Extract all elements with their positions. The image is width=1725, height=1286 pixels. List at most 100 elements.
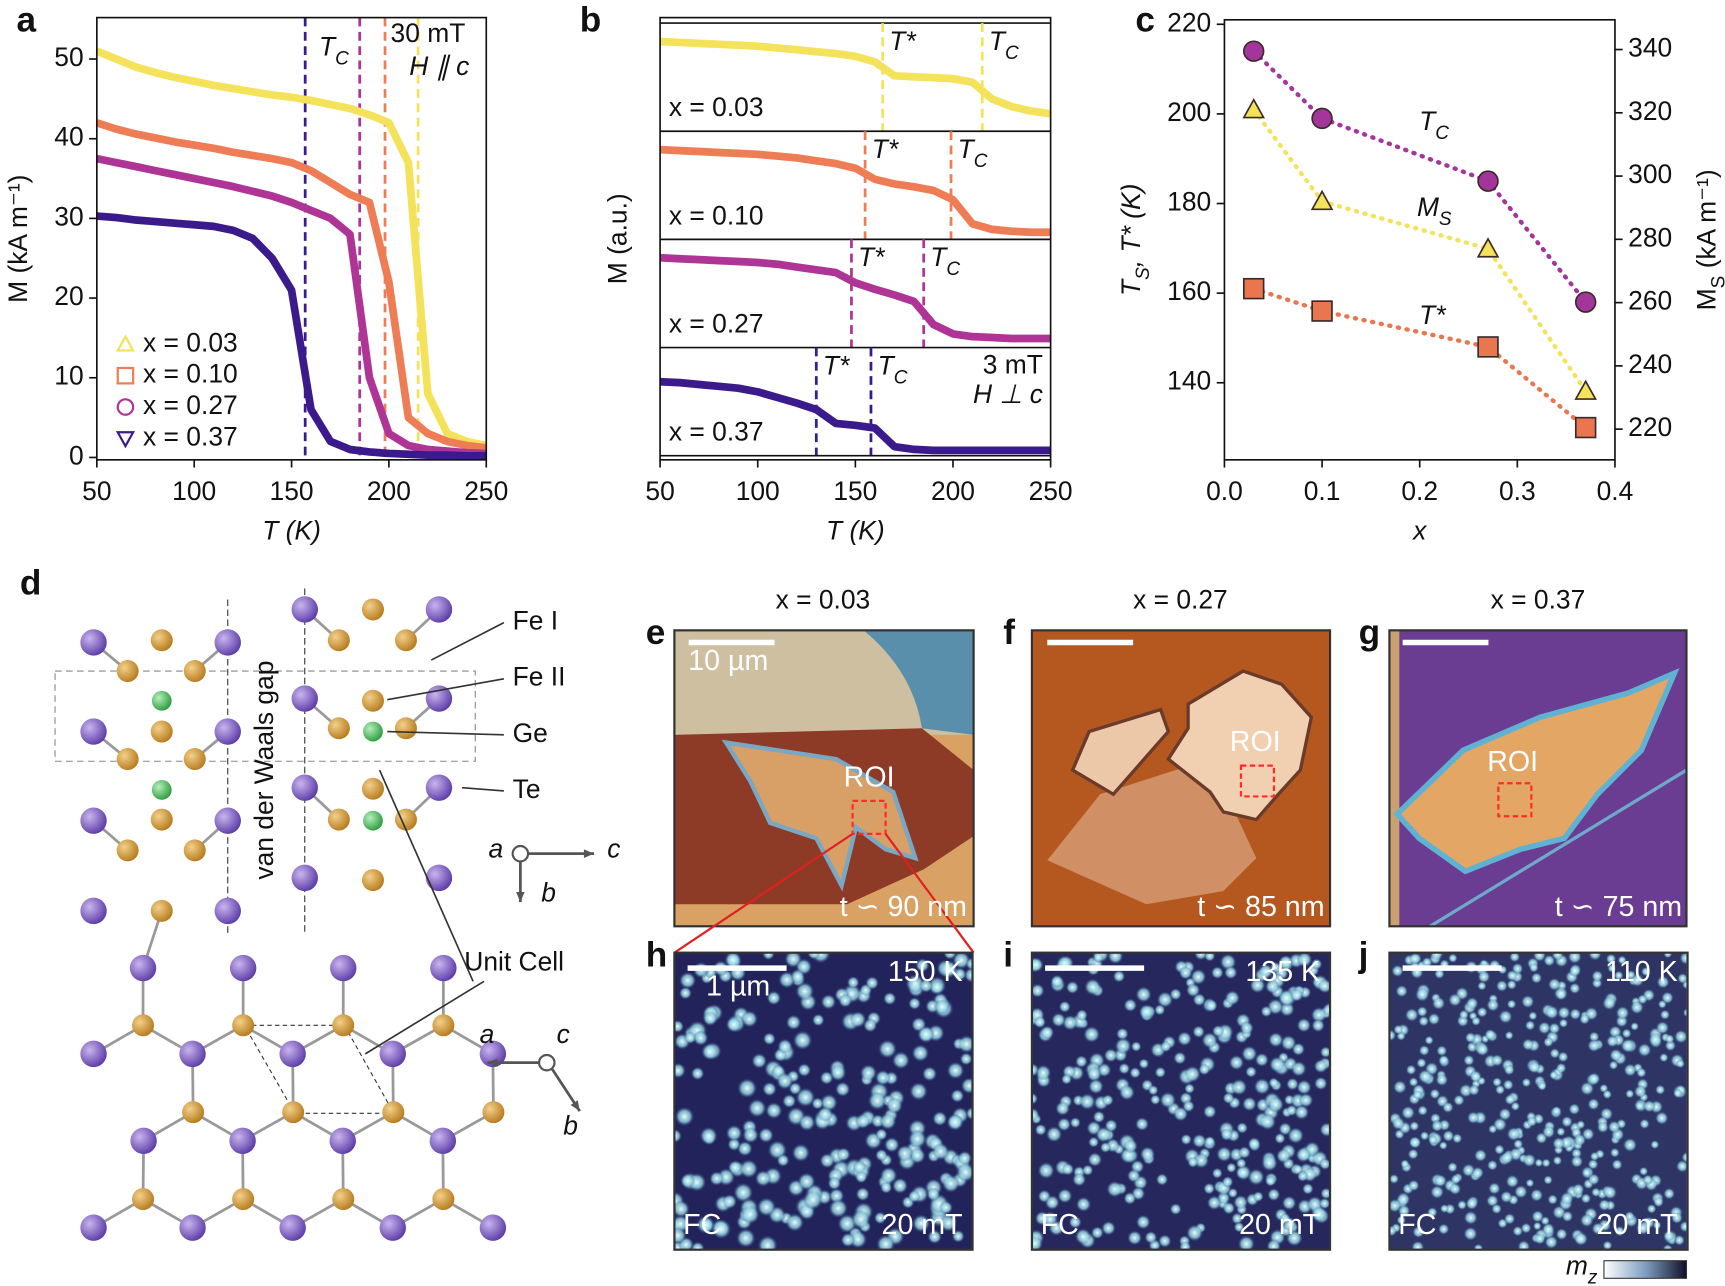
skyrmion <box>1057 1117 1072 1132</box>
transition-label: TC <box>989 26 1019 64</box>
skyrmion <box>1178 966 1193 980</box>
x-tick-label: 150 <box>833 476 877 506</box>
skyrmion <box>1525 1178 1535 1188</box>
skyrmion <box>829 1064 847 1082</box>
atom <box>214 807 241 834</box>
skyrmion <box>1506 979 1517 990</box>
annotation: 30 mT <box>391 18 466 48</box>
text-part: C <box>974 151 988 172</box>
skyrmion <box>1184 1083 1195 1094</box>
atom <box>430 954 457 982</box>
thickness-label: t ∽ 85 nm <box>1197 891 1324 923</box>
atom-label: Ge <box>513 718 548 748</box>
skyrmion <box>1407 1179 1420 1192</box>
skyrmion <box>959 1052 973 1066</box>
skyrmion <box>1320 1187 1331 1200</box>
y2-tick-label: 260 <box>1628 286 1672 316</box>
skyrmion <box>766 990 782 1006</box>
atom <box>229 1127 256 1154</box>
skyrmion <box>1602 1089 1613 1100</box>
skyrmion <box>1552 1137 1566 1150</box>
skyrmion <box>1541 1158 1551 1168</box>
skyrmion <box>1532 952 1547 962</box>
skyrmion <box>1531 1210 1544 1223</box>
skyrmion <box>1524 1020 1536 1031</box>
skyrmion <box>785 1213 804 1232</box>
skyrmion <box>725 1016 742 1033</box>
text-part: T <box>930 242 948 272</box>
skyrmion <box>943 952 957 960</box>
skyrmion <box>1580 1193 1592 1204</box>
skyrmion <box>874 1069 891 1086</box>
skyrmion <box>1661 991 1674 1005</box>
skyrmion <box>674 1062 686 1079</box>
skyrmion <box>850 1209 871 1230</box>
atom <box>132 1014 155 1037</box>
atom <box>279 1214 306 1241</box>
skyrmion <box>1633 1084 1647 1099</box>
atom <box>361 598 384 621</box>
skyrmion <box>917 1025 935 1044</box>
skyrmion <box>1228 1054 1245 1071</box>
skyrmion <box>1537 1021 1551 1035</box>
series-label: x = 0.10 <box>669 200 764 230</box>
skyrmion <box>1522 1153 1537 1168</box>
mfm-image-h <box>674 952 974 1250</box>
skyrmion <box>1615 1005 1630 1020</box>
axis-label: a <box>488 833 503 863</box>
skyrmion <box>1662 1244 1674 1250</box>
skyrmion <box>1061 1073 1073 1085</box>
series-line <box>659 37 1052 118</box>
skyrmion <box>1579 1013 1591 1025</box>
skyrmion <box>1221 1176 1234 1188</box>
transition-label: T* <box>872 134 899 164</box>
skyrmion <box>1677 972 1687 984</box>
skyrmion <box>1495 979 1508 992</box>
y2-tick-label: 300 <box>1628 159 1672 189</box>
atom-label: Te <box>513 774 541 804</box>
atom <box>116 839 139 862</box>
transition-label: TC <box>930 242 960 280</box>
colorbar-label: mz <box>1566 1250 1598 1286</box>
axis-label: b <box>563 1111 578 1141</box>
skyrmion <box>1416 1057 1427 1069</box>
skyrmion <box>1543 1175 1553 1185</box>
skyrmion <box>1182 1099 1195 1113</box>
leader <box>364 980 485 1055</box>
series-line <box>1251 107 1588 394</box>
skyrmion <box>946 1113 964 1131</box>
skyrmion <box>1469 1070 1482 1083</box>
skyrmion <box>1057 1188 1073 1204</box>
text-part: S <box>1133 267 1154 280</box>
skyrmion <box>1547 1194 1558 1205</box>
atom <box>150 899 173 922</box>
skyrmion <box>1058 1000 1071 1013</box>
skyrmion <box>1185 982 1201 998</box>
skyrmion <box>1408 952 1421 965</box>
skyrmion <box>1087 1152 1103 1167</box>
x-tick-label: 0.1 <box>1304 476 1341 506</box>
skyrmion <box>1033 1016 1047 1029</box>
skyrmion <box>1591 970 1604 983</box>
text-part: S <box>1708 276 1725 289</box>
skyrmion <box>1412 1225 1425 1239</box>
skyrmion <box>1081 1164 1094 1176</box>
skyrmion <box>909 1082 928 1101</box>
zoom-line <box>673 832 854 954</box>
skyrmion <box>955 1162 974 1183</box>
skyrmion <box>1434 1174 1447 1188</box>
skyrmion <box>1180 1133 1192 1146</box>
skyrmion <box>1561 1210 1574 1223</box>
y-axis-label: M (a.u.) <box>602 193 632 284</box>
skyrmion <box>1474 1148 1488 1162</box>
skyrmion <box>1556 1126 1566 1137</box>
skyrmion <box>1555 1062 1567 1074</box>
skyrmion <box>692 1030 709 1046</box>
skyrmion <box>1190 968 1207 985</box>
skyrmion <box>747 1098 767 1118</box>
skyrmion <box>1269 961 1282 974</box>
field: 20 mT <box>882 1209 963 1241</box>
skyrmion <box>1587 1098 1600 1111</box>
skyrmion <box>1126 1168 1141 1183</box>
skyrmion <box>1072 1172 1087 1187</box>
